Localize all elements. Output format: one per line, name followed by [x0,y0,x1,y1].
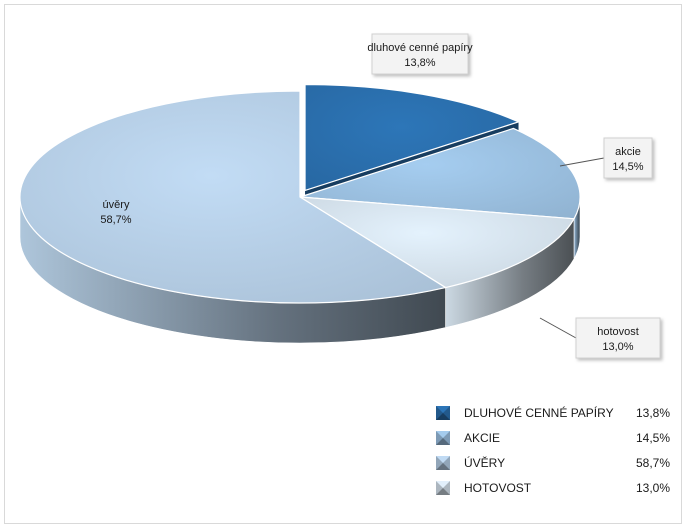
data-label-value-0: 13,8% [404,57,435,69]
data-label-name-3: úvěry [103,199,130,211]
pie-slice-1 [299,127,581,220]
data-label-name-0: dluhové cenné papíry [367,42,473,54]
data-label-box-0 [371,33,469,75]
leader-line-2 [539,317,577,339]
data-label-value-3: 58,7% [100,214,131,226]
legend-label-0: DLUHOVÉ CENNÉ PAPÍRY [464,405,614,420]
legend-value-3: 58,7% [636,456,670,470]
legend-value-1: 14,5% [636,431,670,445]
data-label-box-1 [603,137,653,179]
legend-item-3: ÚVĚRY 58,7% [436,455,670,470]
legend-value-0: 13,8% [636,406,670,420]
legend-label-3: ÚVĚRY [464,455,505,470]
data-label-box-2 [575,317,661,359]
pie-top-faces [19,83,581,304]
leader-line-1 [559,157,605,167]
legend-item-1: AKCIE 14,5% [436,431,670,445]
data-label-value-1: 14,5% [612,161,643,173]
legend-label-2: HOTOVOST [464,481,532,495]
data-label-name-2: hotovost [597,326,639,338]
legend-value-2: 13,0% [636,481,670,495]
pie-slice-3 [19,90,448,304]
data-label-name-1: akcie [615,146,641,158]
chart-frame [4,4,682,524]
pie-slice-2 [299,196,575,289]
legend-item-2: HOTOVOST 13,0% [436,481,670,495]
pie-slice-0 [304,83,521,192]
legend-label-1: AKCIE [464,431,500,445]
data-labels: dluhové cenné papíry 13,8% akcie 14,5% hotov… [100,33,661,359]
legend-item-0: DLUHOVÉ CENNÉ PAPÍRY 13,8% [436,405,670,420]
legend: DLUHOVÉ CENNÉ PAPÍRY 13,8% AKCIE 14,5% ÚVĚRY… [436,405,670,495]
data-label-value-2: 13,0% [602,341,633,353]
